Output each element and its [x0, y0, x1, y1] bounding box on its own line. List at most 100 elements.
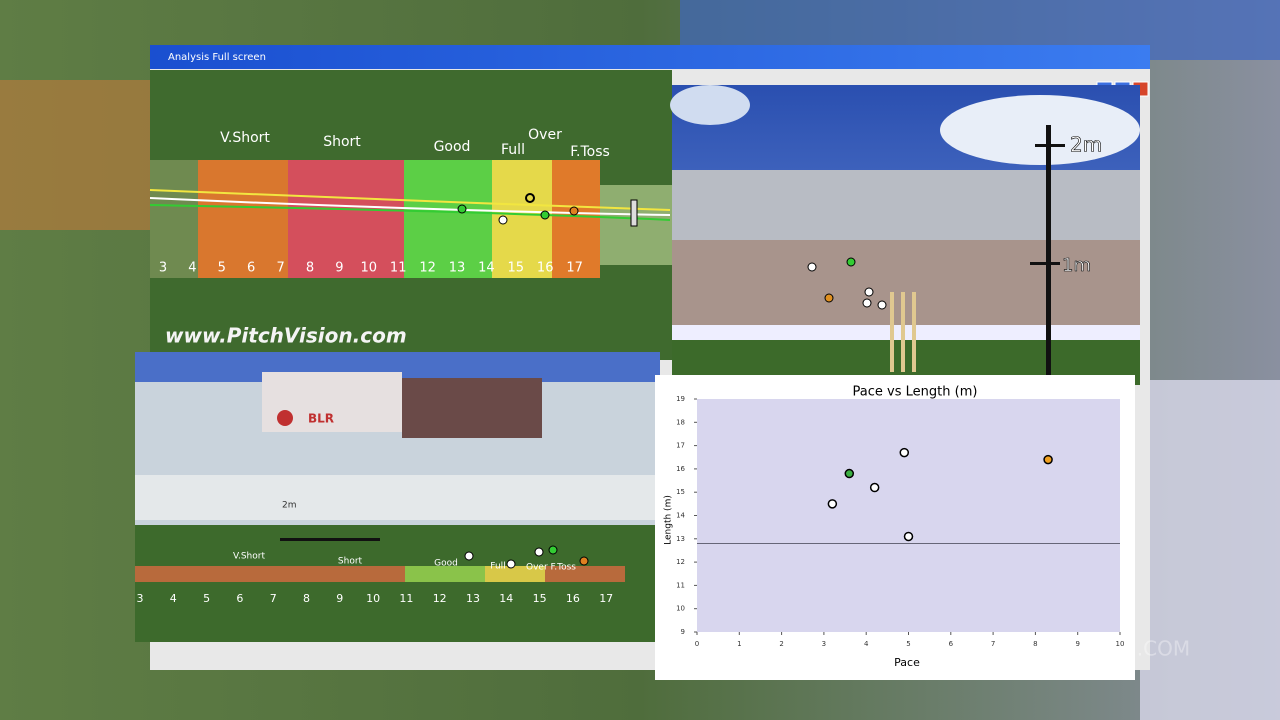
x-tick-label: 1: [737, 640, 741, 648]
y-axis-label: Length (m): [664, 495, 674, 545]
height-label: 2m: [1070, 133, 1102, 157]
watermark: PITCHVISION.COM: [1010, 637, 1190, 661]
x-tick-label: 7: [991, 640, 995, 648]
zone-label: Over F.Toss: [526, 563, 576, 573]
ball-marker: [506, 559, 516, 569]
side-view-panel: BLR 2m: [135, 352, 660, 642]
stand-roof: [672, 170, 1140, 240]
height-label: 2m: [282, 501, 297, 511]
cloud: [670, 85, 750, 125]
length-number: 13: [466, 592, 480, 605]
stump: [901, 292, 905, 372]
length-number: 16: [566, 592, 580, 605]
ball-marker: [540, 210, 550, 220]
ball-path: [149, 189, 671, 211]
ball-path: [149, 204, 671, 221]
title-bar: [150, 45, 1150, 69]
ball-marker: [864, 287, 874, 297]
zone: [404, 160, 492, 278]
scoreboard: [402, 378, 542, 438]
y-tick-label: 16: [676, 465, 685, 473]
y-tick-label: 14: [676, 512, 685, 520]
length-number: 10: [366, 592, 380, 605]
cloud: [940, 95, 1140, 165]
length-number: 6: [236, 592, 243, 605]
y-tick-label: 18: [676, 418, 685, 426]
zone-label: Over: [528, 127, 562, 143]
ball-marker: [807, 262, 817, 272]
y-tick-label: 9: [681, 628, 685, 636]
data-point: [1043, 454, 1053, 465]
data-point: [844, 468, 855, 479]
length-number: 16: [537, 261, 554, 276]
zone-label: Full: [490, 562, 505, 572]
length-number: 17: [566, 261, 583, 276]
length-number: 15: [508, 261, 525, 276]
pitch-map-panel: www.PitchVision.com: [149, 70, 672, 360]
length-number: 17: [599, 592, 613, 605]
zone: [150, 160, 198, 278]
length-number: 8: [306, 261, 314, 276]
zone-label: V.Short: [233, 552, 265, 562]
length-number: 11: [390, 261, 407, 276]
zone-label: Short: [323, 134, 361, 150]
zone: [552, 160, 600, 278]
shadow: [280, 538, 380, 541]
ball-marker: [579, 556, 589, 566]
ball-marker: [525, 193, 535, 203]
length-number: 6: [247, 261, 255, 276]
pitch-strip: [485, 566, 545, 582]
ball-marker: [846, 257, 856, 267]
x-tick-label: 0: [695, 640, 699, 648]
y-tick-label: 19: [676, 395, 685, 403]
ball-marker: [457, 204, 467, 214]
zone: [198, 160, 288, 278]
field: [135, 525, 660, 642]
length-number: 13: [449, 261, 466, 276]
zone-label: Good: [434, 559, 458, 569]
x-tick-label: 5: [906, 640, 910, 648]
ball-marker: [862, 298, 872, 308]
y-tick-label: 13: [676, 535, 685, 543]
stumps: [630, 199, 638, 227]
y-tick-label: 12: [676, 558, 685, 566]
window-title: Analysis Full screen: [168, 52, 266, 63]
length-number: 3: [137, 592, 144, 605]
data-point: [827, 499, 838, 509]
x-tick-label: 8: [1033, 640, 1037, 648]
x-tick-label: 2: [779, 640, 783, 648]
data-point: [869, 482, 880, 493]
x-tick-label: 9: [1075, 640, 1079, 648]
y-tick-label: 10: [676, 605, 685, 613]
ball-marker: [548, 545, 558, 555]
zone-label: V.Short: [220, 130, 270, 146]
ball-marker: [877, 300, 887, 310]
length-number: 12: [419, 261, 436, 276]
length-number: 5: [203, 592, 210, 605]
height-tick: [1030, 262, 1060, 265]
length-number: 10: [361, 261, 378, 276]
length-number: 11: [399, 592, 413, 605]
x-tick-label: 3: [822, 640, 826, 648]
length-number: 7: [276, 261, 284, 276]
length-number: 14: [478, 261, 495, 276]
length-number: 9: [336, 592, 343, 605]
length-number: 14: [499, 592, 513, 605]
height-label: 1m: [1062, 255, 1091, 276]
bg-blur: [1140, 380, 1280, 720]
data-point: [899, 447, 910, 458]
length-number: 9: [335, 261, 343, 276]
pitch-strip: [405, 566, 485, 582]
ball-path: [149, 197, 671, 216]
length-number: 5: [218, 261, 226, 276]
logo: [277, 410, 293, 426]
plot-area: [697, 399, 1120, 632]
zone-label: F.Toss: [570, 144, 610, 160]
x-tick-label: 10: [1116, 640, 1125, 648]
ball-marker: [534, 547, 544, 557]
advert-boards: [672, 325, 1140, 340]
length-number: 3: [159, 261, 167, 276]
ball-marker: [569, 206, 579, 216]
length-number: 15: [533, 592, 547, 605]
